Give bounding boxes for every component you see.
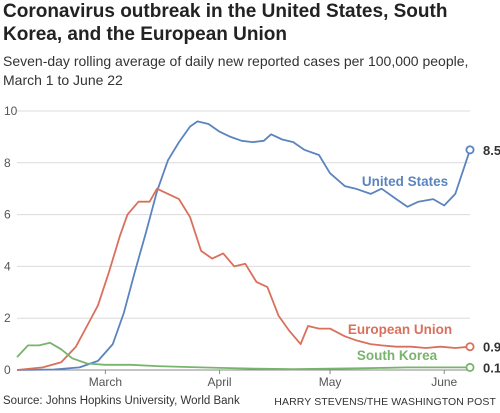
chart-subtitle: Seven-day rolling average of daily new r… — [3, 53, 469, 88]
end-value-label: 0.1 — [483, 360, 500, 375]
series-line-european-union — [16, 187, 471, 371]
series-label-united-states: United States — [362, 174, 448, 189]
y-tick-label: 10 — [4, 104, 18, 118]
series-label-european-union: European Union — [348, 322, 452, 337]
x-tick-label: March — [89, 375, 122, 389]
end-point-united-states — [465, 145, 475, 155]
end-point-european-union — [465, 342, 475, 352]
series-line-south-korea — [16, 341, 470, 371]
y-tick-label: 2 — [4, 311, 11, 325]
end-value-label: 8.5 — [483, 143, 500, 158]
y-tick-label: 6 — [4, 208, 11, 222]
y-tick-label: 0 — [4, 363, 11, 377]
x-tick-label: May — [319, 375, 342, 389]
end-point-south-korea — [465, 362, 475, 372]
series-label-south-korea: South Korea — [357, 348, 438, 363]
chart-title: Coronavirus outbreak in the United State… — [3, 1, 448, 45]
y-tick-label: 8 — [4, 156, 11, 170]
series-line-united-states — [16, 120, 471, 371]
credit-line: HARRY STEVENS/THE WASHINGTON POST — [274, 396, 496, 408]
x-tick-label: April — [208, 375, 232, 389]
end-value-label: 0.9 — [483, 340, 500, 355]
source-note: Source: Johns Hopkins University, World … — [3, 395, 240, 407]
y-tick-label: 4 — [4, 259, 11, 273]
x-tick-label: June — [431, 375, 457, 389]
